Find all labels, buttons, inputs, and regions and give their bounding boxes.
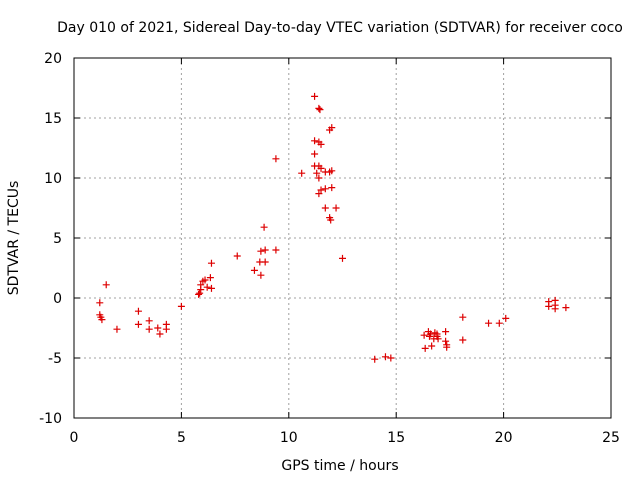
data-point bbox=[311, 150, 319, 158]
data-point bbox=[442, 337, 450, 345]
x-tick-label: 15 bbox=[387, 430, 405, 446]
data-point bbox=[321, 185, 329, 193]
data-point bbox=[207, 284, 215, 292]
data-point bbox=[315, 104, 323, 112]
data-point bbox=[387, 354, 395, 362]
data-point bbox=[154, 324, 162, 332]
data-points bbox=[96, 92, 570, 363]
x-tick-label: 0 bbox=[70, 430, 79, 446]
data-point bbox=[102, 281, 110, 289]
x-axis-label: GPS time / hours bbox=[281, 458, 398, 474]
data-point bbox=[495, 319, 503, 327]
data-point bbox=[433, 330, 441, 338]
data-point bbox=[421, 344, 429, 352]
y-tick-label: 10 bbox=[44, 171, 62, 187]
data-point bbox=[551, 305, 559, 313]
data-point bbox=[196, 289, 204, 297]
data-point bbox=[339, 254, 346, 262]
data-point bbox=[381, 353, 389, 361]
data-point bbox=[311, 92, 319, 100]
data-point bbox=[317, 164, 325, 172]
data-point bbox=[545, 302, 553, 310]
data-point bbox=[250, 266, 258, 274]
data-point bbox=[332, 204, 340, 212]
data-point bbox=[459, 313, 467, 321]
data-point bbox=[317, 186, 325, 194]
data-point bbox=[257, 247, 265, 255]
chart-title: Day 010 of 2021, Sidereal Day-to-day VTE… bbox=[57, 20, 623, 36]
data-point bbox=[502, 314, 510, 322]
data-point bbox=[96, 299, 104, 307]
data-point bbox=[261, 246, 269, 254]
data-point bbox=[197, 281, 205, 289]
data-point bbox=[113, 325, 121, 333]
axis-layer: 0 5 10 15 20 25 -10 -5 0 5 10 15 20 bbox=[39, 51, 620, 446]
data-point bbox=[201, 276, 209, 284]
data-point bbox=[316, 106, 324, 114]
data-point bbox=[427, 330, 435, 338]
data-point bbox=[313, 169, 321, 177]
data-point bbox=[311, 137, 319, 145]
data-point bbox=[207, 259, 215, 267]
x-tick-label: 10 bbox=[280, 430, 298, 446]
plot-frame bbox=[73, 57, 612, 419]
data-point bbox=[443, 343, 451, 351]
data-point bbox=[315, 174, 323, 182]
data-point bbox=[257, 271, 265, 279]
data-point bbox=[162, 320, 170, 328]
data-point bbox=[272, 246, 280, 254]
y-tick-label: 5 bbox=[53, 231, 62, 247]
data-point bbox=[98, 316, 106, 324]
data-point bbox=[328, 167, 336, 175]
data-point bbox=[327, 216, 335, 224]
y-tick-label: -5 bbox=[48, 351, 62, 367]
data-point bbox=[485, 319, 493, 327]
data-point bbox=[195, 290, 203, 298]
data-point bbox=[420, 331, 428, 339]
data-point bbox=[145, 317, 153, 325]
data-point bbox=[233, 252, 241, 260]
data-point bbox=[298, 169, 306, 177]
x-tick-label: 25 bbox=[602, 430, 620, 446]
data-point bbox=[177, 302, 185, 310]
y-tick-label: 15 bbox=[44, 111, 62, 127]
data-point bbox=[428, 342, 436, 350]
y-tick-label: 0 bbox=[53, 291, 62, 307]
y-tick-label: 20 bbox=[44, 51, 62, 67]
data-point bbox=[260, 223, 268, 231]
data-point bbox=[328, 184, 336, 192]
data-point bbox=[321, 204, 329, 212]
y-tick-label: -10 bbox=[39, 411, 62, 427]
data-point bbox=[328, 124, 336, 132]
data-point bbox=[145, 325, 153, 333]
data-point bbox=[206, 274, 214, 282]
x-tick-label: 5 bbox=[177, 430, 186, 446]
data-point bbox=[203, 283, 211, 291]
data-point bbox=[156, 330, 164, 338]
data-point bbox=[134, 320, 142, 328]
y-axis-label: SDTVAR / TECUs bbox=[6, 181, 22, 296]
data-point bbox=[434, 335, 442, 343]
data-point bbox=[272, 155, 280, 163]
x-tick-label: 20 bbox=[495, 430, 513, 446]
data-point bbox=[459, 336, 467, 344]
data-point bbox=[317, 140, 325, 148]
grid-layer bbox=[74, 58, 611, 418]
data-point bbox=[261, 258, 269, 266]
data-point bbox=[442, 328, 450, 336]
data-point bbox=[315, 190, 323, 198]
data-point bbox=[134, 307, 142, 315]
data-point bbox=[562, 304, 570, 312]
data-point bbox=[371, 355, 379, 363]
